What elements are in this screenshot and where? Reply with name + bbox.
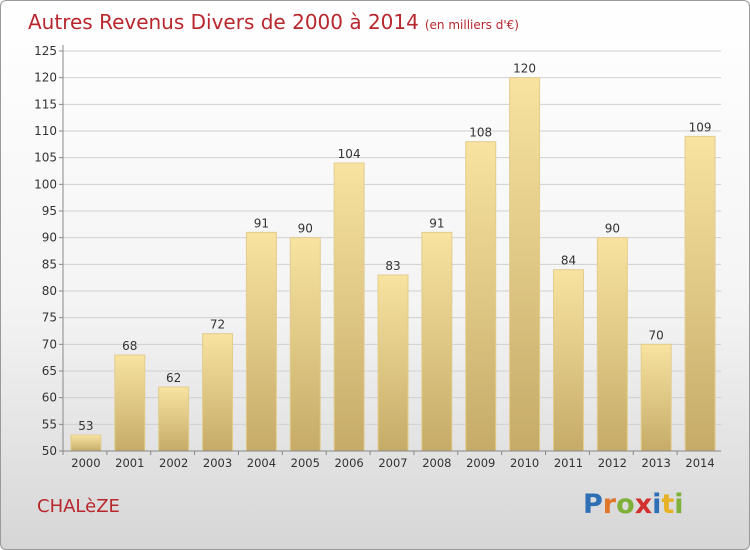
y-tick-label: 80 [42,284,57,298]
proxiti-logo: Proxiti [583,489,684,520]
bar-2006 [333,162,365,452]
x-tick-label: 2000 [71,456,100,470]
y-tick-label: 50 [42,444,57,458]
logo-letter: t [661,489,675,520]
y-tick-label: 110 [34,124,57,138]
x-tick-label: 2014 [685,456,714,470]
data-label: 72 [210,318,225,332]
data-label: 62 [166,371,181,385]
x-tick-label: 2009 [466,456,495,470]
x-axis-ticks: 2000 2001 2002 2003 2004 2005 2006 2007 2008 2009… [62,451,715,470]
data-label: 90 [605,222,620,236]
data-label: 120 [513,62,536,76]
chart-title-unit: (en milliers d'€) [424,18,519,32]
x-tick-label: 2004 [247,456,276,470]
y-tick-label: 120 [34,71,57,85]
bar-2008 [421,231,453,452]
logo-letter: P [583,489,603,520]
data-label: 70 [649,328,664,342]
logo-letter: o [616,489,635,520]
logo-letter: x [634,489,653,520]
data-label: 104 [338,147,361,161]
data-label: 91 [429,216,444,230]
y-tick-label: 75 [42,311,57,325]
x-tick-label: 2005 [291,456,320,470]
chart-title-main: Autres Revenus Divers de 2000 à 2014 [28,10,419,34]
data-labels: 53 68 62 72 91 90 104 83 91 108 120 84 90 70 109 [78,62,711,433]
town-name: CHALèZE [37,496,120,517]
bar-2014 [684,135,716,452]
x-tick-label: 2012 [598,456,627,470]
y-tick-label: 70 [42,337,57,351]
bar-2005 [289,237,321,452]
data-label: 53 [78,419,93,433]
logo-letter: i [674,489,684,520]
x-tick-label: 2002 [159,456,188,470]
y-tick-label: 85 [42,257,57,271]
logo-letter: r [602,489,617,520]
bar-2010 [509,77,541,452]
y-axis-ticks: 50 55 60 65 70 75 80 85 90 95 100 105 110 115 120 125 [34,44,63,458]
bar-2000 [70,434,102,452]
bar-2004 [245,231,277,452]
x-tick-label: 2011 [554,456,583,470]
y-tick-label: 125 [34,44,57,58]
y-tick-label: 55 [42,417,57,431]
y-tick-label: 60 [42,391,57,405]
x-tick-label: 2013 [642,456,671,470]
y-tick-label: 100 [34,177,57,191]
y-tick-label: 95 [42,204,57,218]
bar-2009 [465,141,497,452]
x-tick-label: 2010 [510,456,539,470]
y-tick-label: 90 [42,231,57,245]
bar-2001 [114,354,146,452]
bar-2003 [202,333,234,452]
x-tick-label: 2008 [422,456,451,470]
x-tick-label: 2001 [115,456,144,470]
data-label: 83 [385,259,400,273]
x-tick-label: 2007 [378,456,407,470]
bar-2012 [596,237,628,452]
data-label: 90 [298,222,313,236]
chart-title: Autres Revenus Divers de 2000 à 2014 (en … [28,10,519,34]
logo-letter: i [652,489,662,520]
bar-2011 [552,269,584,452]
bar-2013 [640,343,672,452]
x-tick-label: 2003 [203,456,232,470]
bar-2007 [377,274,409,452]
y-tick-label: 115 [34,97,57,111]
data-label: 91 [254,216,269,230]
axes [62,45,721,452]
data-label: 68 [122,339,137,353]
data-label: 84 [561,254,576,268]
y-tick-label: 105 [34,151,57,165]
y-tick-label: 65 [42,364,57,378]
data-label: 109 [689,120,712,134]
x-tick-label: 2006 [334,456,363,470]
bars [70,77,716,452]
bar-2002 [158,386,190,452]
data-label: 108 [469,126,492,140]
